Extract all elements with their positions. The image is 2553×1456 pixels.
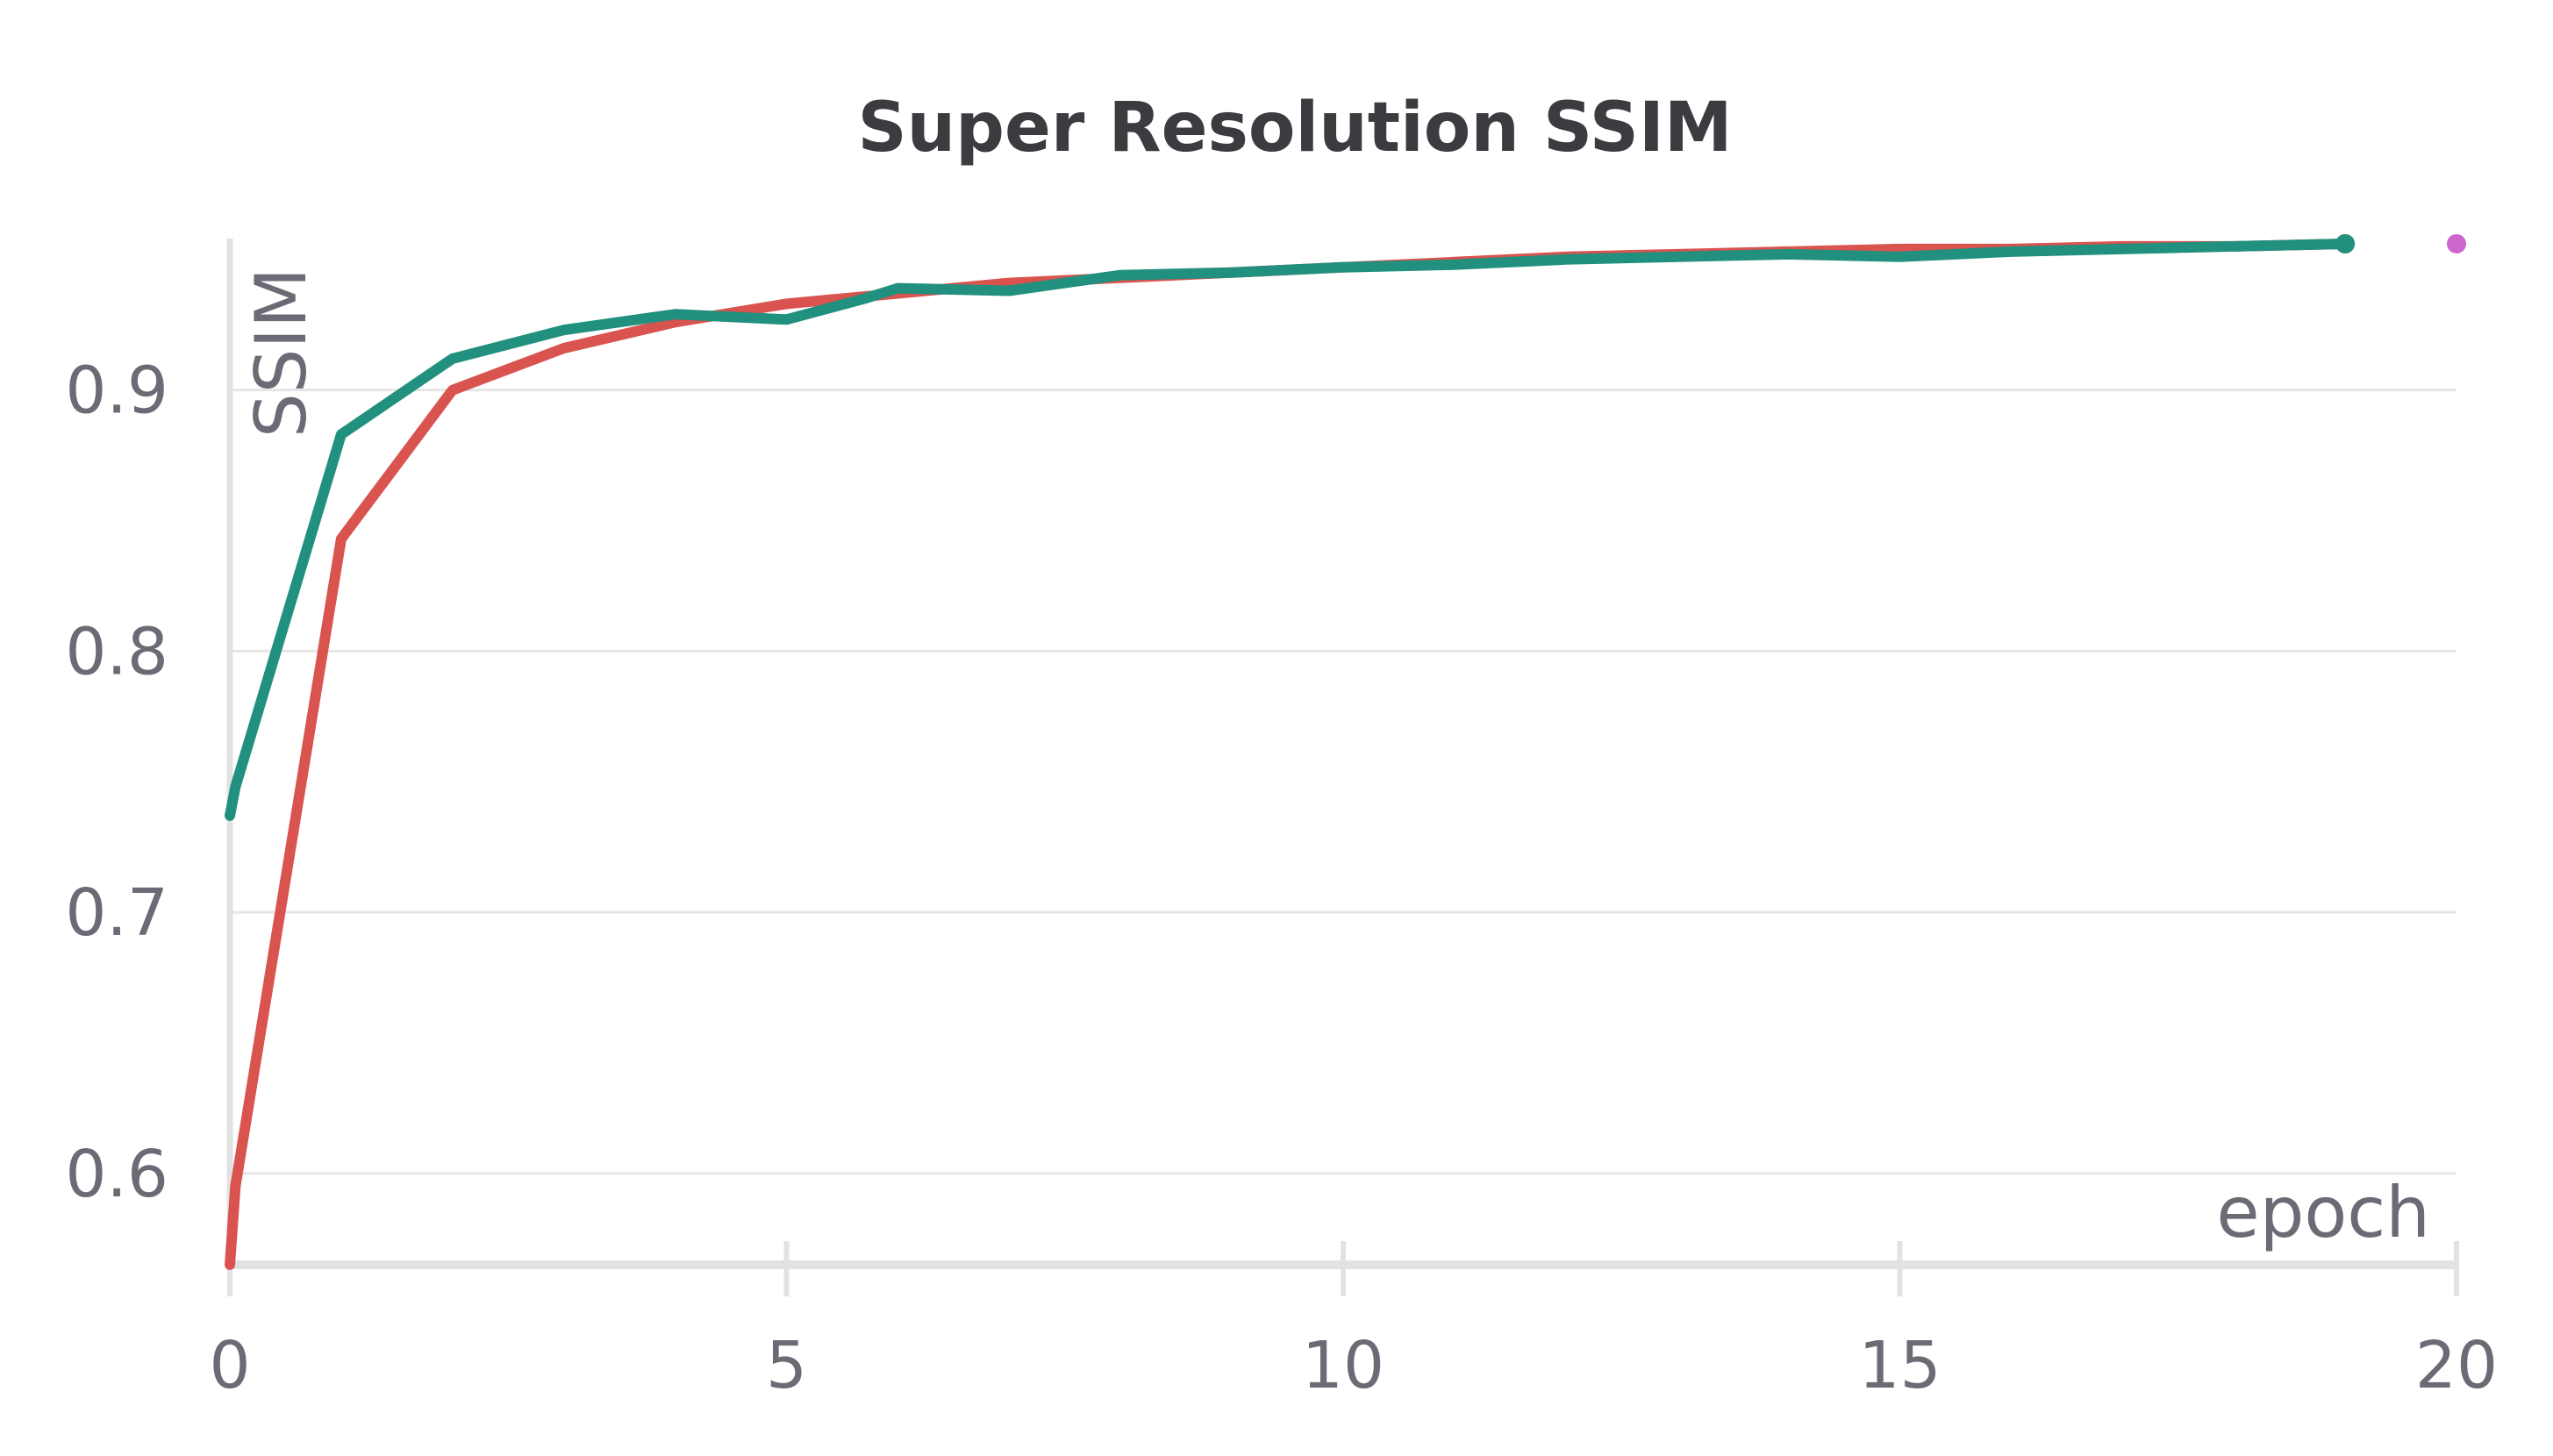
series-line-1 [225,239,2351,821]
series-line-0 [225,239,2351,1270]
x-tick-label: 20 [2415,1328,2498,1403]
x-tick-label: 10 [1302,1328,1384,1403]
grid-lines [230,389,2456,1175]
x-axis: 0 5 10 15 20 [209,239,2498,1403]
chart-title: Super Resolution SSIM [857,89,1732,168]
end-points [2335,233,2466,253]
series-end-point-1 [2335,233,2356,253]
y-tick-labels: 0.6 0.7 0.8 0.9 [65,353,168,1212]
x-axis-label: epoch [2216,1172,2430,1253]
y-tick-label: 0.8 [65,614,168,689]
x-tick-label: 5 [766,1328,807,1403]
y-axis-label: SSIM [240,268,322,438]
y-tick-label: 0.9 [65,353,168,429]
y-tick-label: 0.7 [65,875,168,951]
x-tick-label: 15 [1858,1328,1941,1403]
x-tick-label: 0 [209,1328,250,1403]
data-point [2447,233,2466,253]
y-tick-label: 0.6 [65,1137,168,1212]
series-lines [225,239,2351,1270]
